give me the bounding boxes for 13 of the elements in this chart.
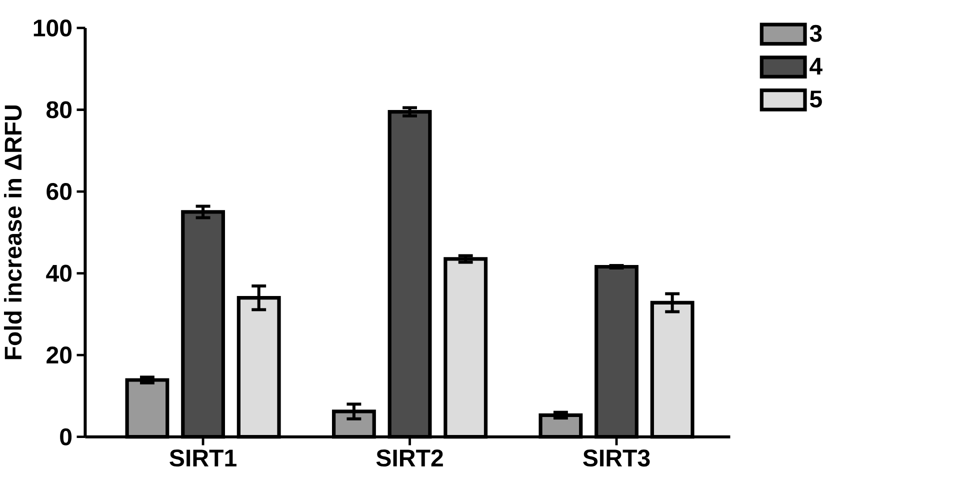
y-tick-label: 40	[46, 264, 72, 282]
x-tick-label: SIRT2	[376, 450, 443, 467]
y-tick-label: 60	[46, 183, 72, 200]
y-tick-label: 80	[46, 101, 72, 118]
y-tick-label: 20	[46, 346, 72, 364]
legend-label: 3	[810, 25, 822, 42]
legend-label: 5	[810, 90, 822, 108]
y-axis-title: Fold increase in ΔRFU	[4, 106, 22, 360]
x-tick-label: SIRT1	[170, 450, 236, 467]
y-tick-label: 100	[34, 20, 72, 37]
x-tick-label: SIRT3	[583, 450, 650, 467]
y-tick-label: 0	[60, 428, 72, 446]
legend-label: 4	[810, 58, 822, 75]
